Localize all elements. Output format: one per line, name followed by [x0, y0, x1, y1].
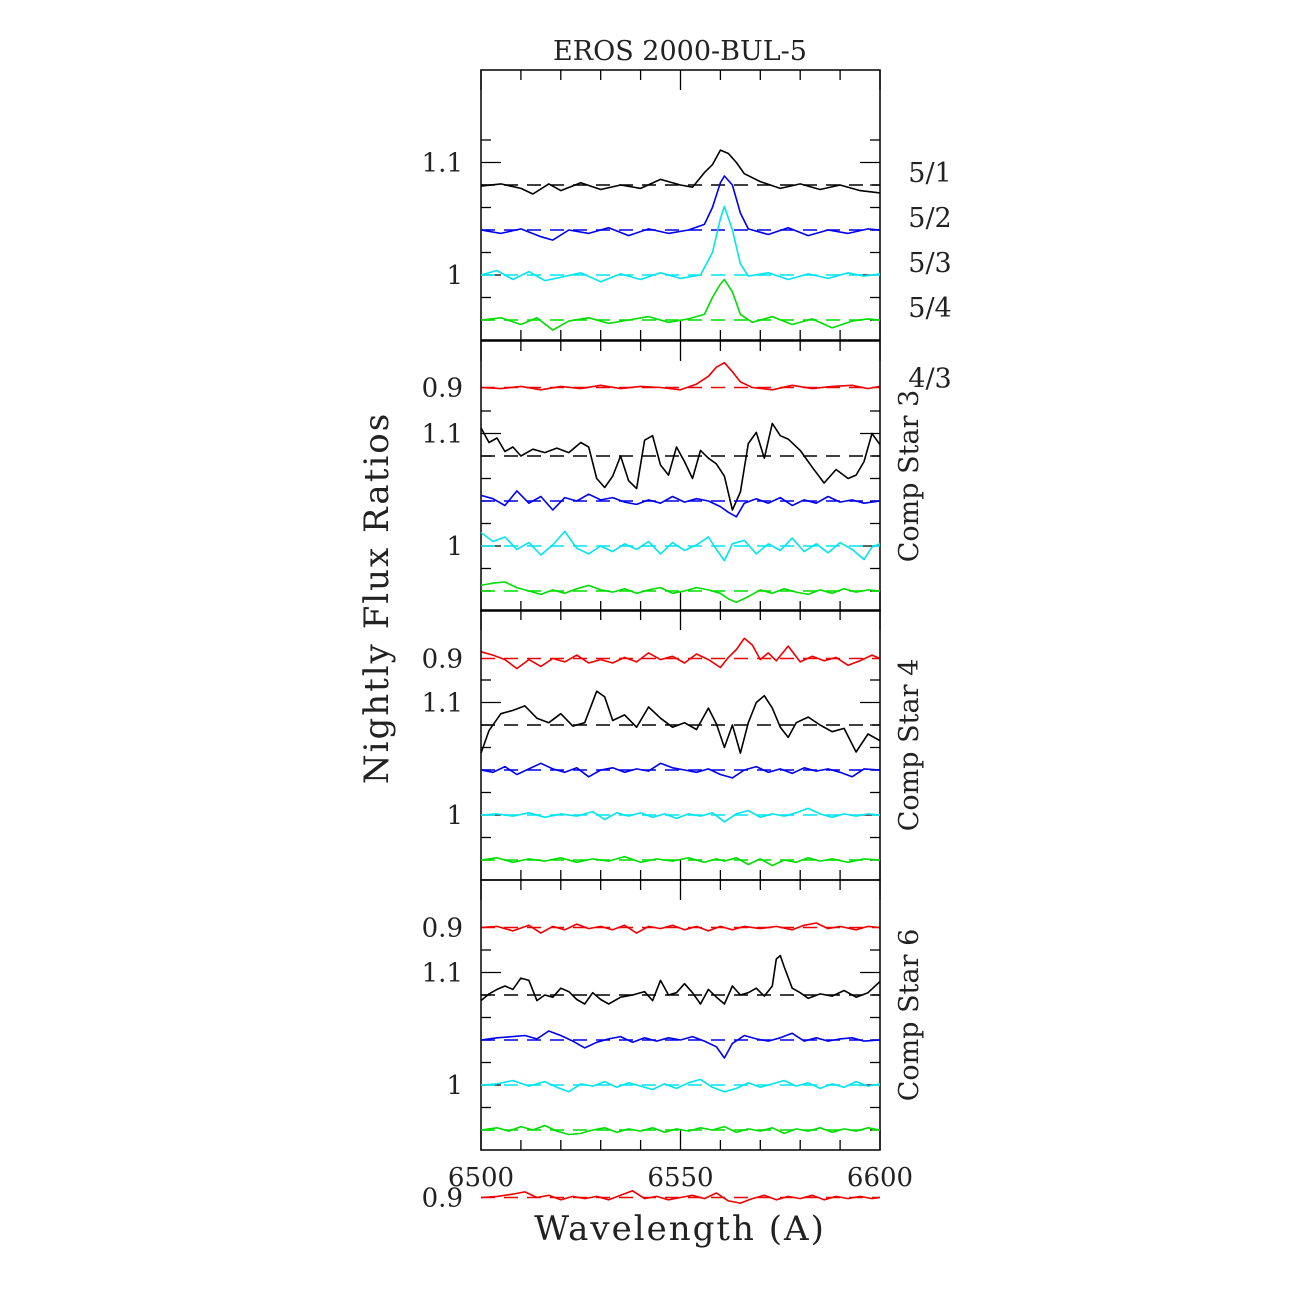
series-3-line	[480, 807, 881, 823]
ratio-label: 4/3	[908, 364, 951, 395]
comp-star-label: Comp Star 6	[894, 929, 925, 1102]
series-2-line	[480, 175, 881, 241]
y-tick-label: 1.1	[422, 959, 463, 989]
series-2-line	[480, 490, 881, 518]
series-5-line	[480, 1190, 881, 1204]
ratio-label: 5/4	[908, 293, 951, 324]
chart-title: EROS 2000-BUL-5	[553, 36, 807, 67]
x-tick-label: 6600	[847, 1163, 913, 1193]
panel-stack: 1.1 1 0.9 5/1 5/2 5/3 5/4 4/3 1.1 1 0.9 Comp Star 3…	[422, 69, 952, 1214]
y-tick-label: 0.9	[422, 914, 463, 944]
series-4-line	[480, 855, 881, 867]
series-2-line	[480, 762, 881, 779]
series-5-line	[480, 637, 881, 670]
series-3-line	[480, 1078, 881, 1093]
panel-frame	[480, 340, 881, 612]
series-3-line	[480, 205, 881, 283]
panel-frame	[480, 69, 881, 341]
ratio-label: 5/3	[908, 248, 951, 279]
panel-frame	[480, 609, 881, 881]
x-tick-label: 6500	[448, 1163, 514, 1193]
panel-frame	[480, 879, 881, 1151]
series-2-line	[480, 1030, 881, 1059]
comp-star-label: Comp Star 4	[894, 659, 925, 832]
x-axis-title: Wavelength (A)	[534, 1209, 826, 1249]
panel-4: 1.1 1 0.9 Comp Star 6	[422, 879, 925, 1214]
series-5-line	[480, 361, 881, 391]
panel-3: 1.1 1 0.9 Comp Star 4	[422, 609, 925, 944]
series-1-line	[480, 954, 881, 1005]
panel-2: 1.1 1 0.9 Comp Star 3	[422, 340, 925, 675]
series-4-line	[480, 1124, 881, 1136]
series-1-line	[480, 422, 881, 511]
series-1-line	[480, 149, 881, 195]
series-3-line	[480, 530, 881, 562]
y-tick-label: 1.1	[422, 689, 463, 719]
y-tick-label: 1.1	[422, 420, 463, 450]
ratio-label: 5/2	[908, 203, 951, 234]
series-1-line	[480, 690, 881, 754]
y-tick-label: 1	[446, 801, 463, 831]
y-tick-label: 1.1	[422, 149, 463, 179]
panel-1: 1.1 1 0.9 5/1 5/2 5/3 5/4 4/3	[422, 69, 952, 404]
series-4-line	[480, 278, 881, 331]
series-5-line	[480, 922, 881, 934]
y-tick-label: 0.9	[422, 1184, 463, 1214]
y-axis-title: Nightly Flux Ratios	[357, 412, 397, 784]
x-tick-label: 6550	[647, 1163, 713, 1193]
y-tick-label: 0.9	[422, 374, 463, 404]
series-4-line	[480, 581, 881, 604]
x-tick-labels: 6500 6550 6600	[448, 1163, 913, 1193]
comp-star-label: Comp Star 3	[894, 390, 925, 563]
y-tick-label: 1	[446, 532, 463, 562]
y-tick-label: 1	[446, 1071, 463, 1101]
y-tick-label: 0.9	[422, 645, 463, 675]
ratio-label: 5/1	[908, 158, 951, 189]
y-tick-label: 1	[446, 261, 463, 291]
